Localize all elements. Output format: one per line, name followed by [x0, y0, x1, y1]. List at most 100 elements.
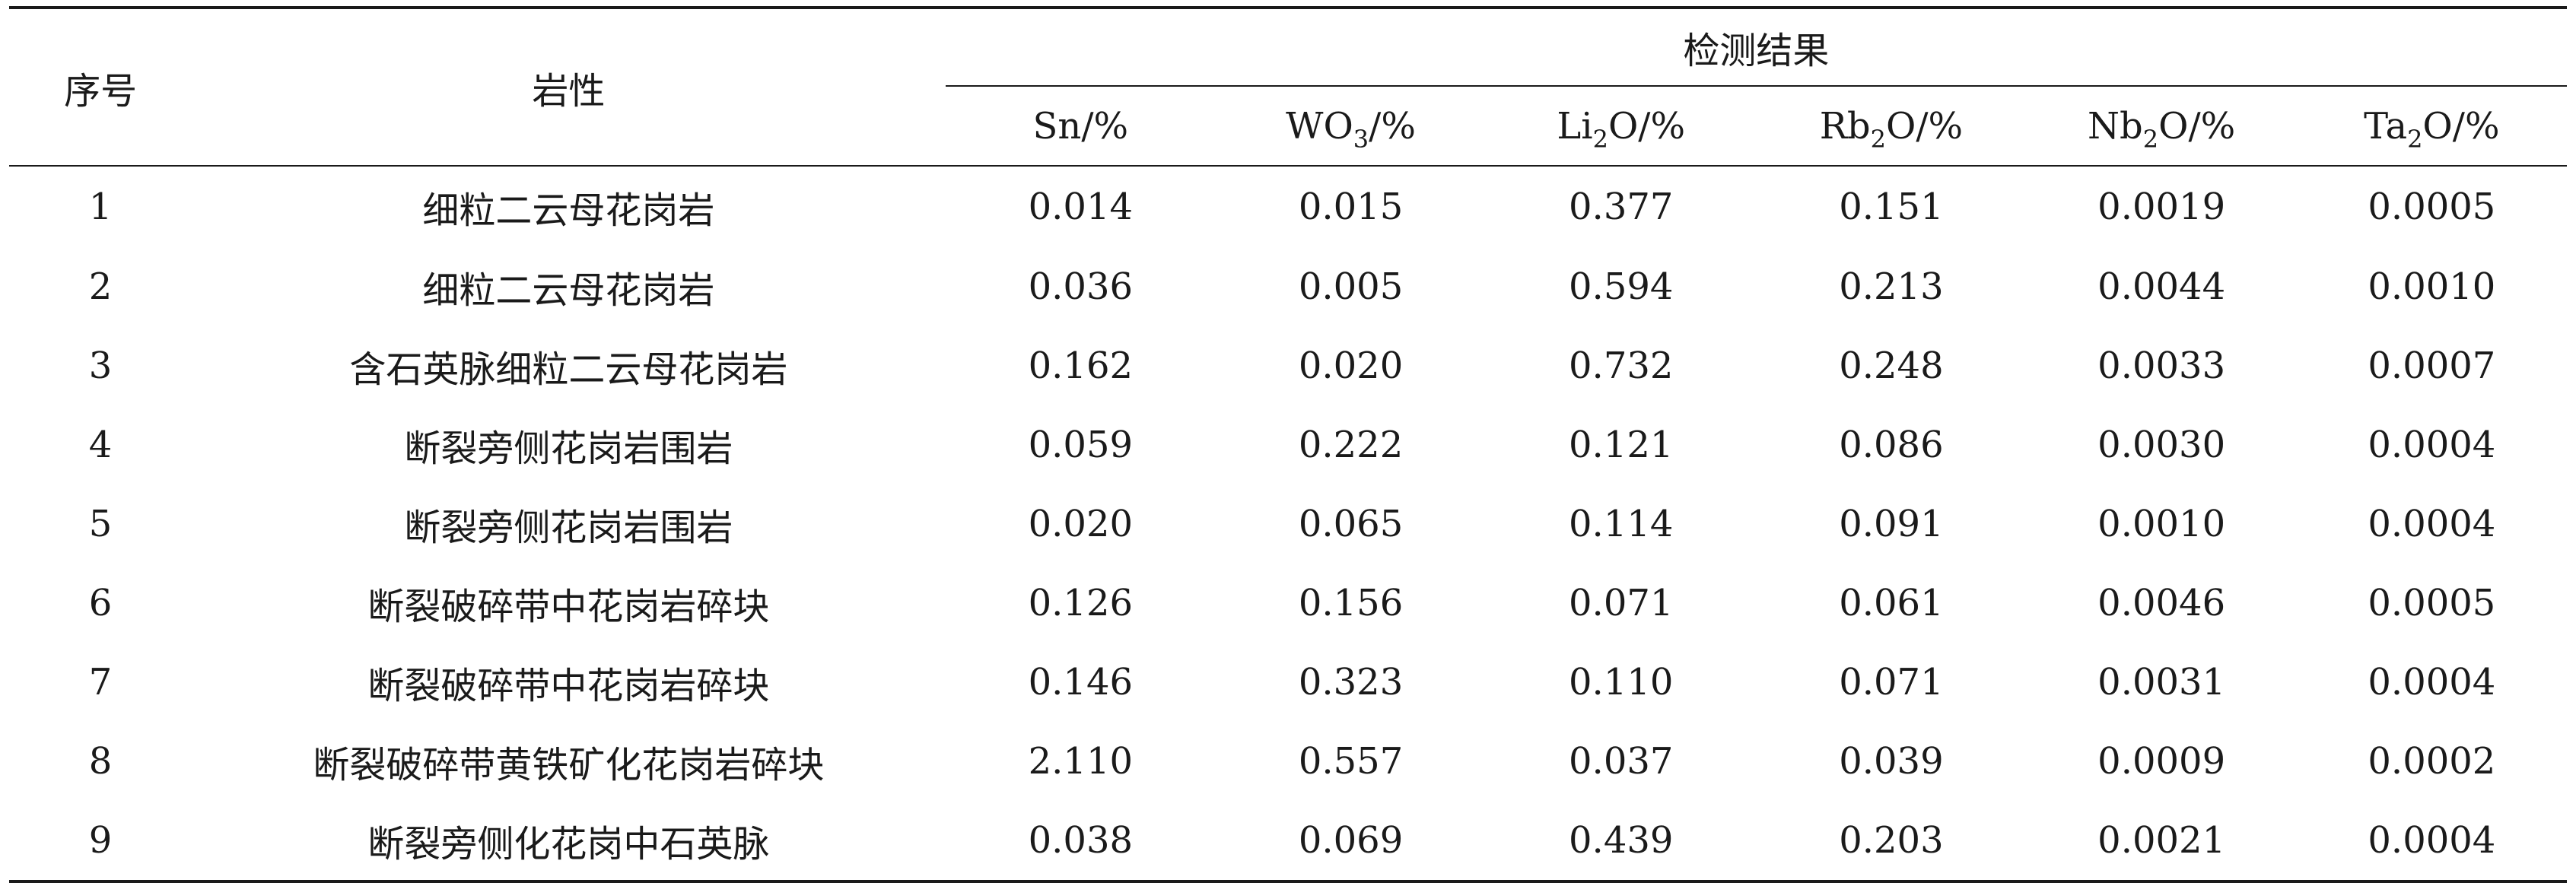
unit-subscript: 2	[1870, 124, 1886, 154]
row-value-0: 0.126	[1028, 582, 1134, 624]
header-unit-2: Li2O/%	[1486, 86, 1757, 167]
table-row: 9 断裂旁侧化花岗中石英脉 0.038 0.069 0.439 0.203 0.0021 0.…	[9, 801, 2567, 881]
row-rock-type: 细粒二云母花岗岩	[422, 189, 715, 232]
header-units-row: Sn/% WO3/% Li2O/% Rb2O/% Nb2O/% Ta2O/%	[9, 86, 2567, 167]
table-row: 2 细粒二云母花岗岩 0.036 0.005 0.594 0.213 0.0044 0.001…	[9, 247, 2567, 326]
unit-subscript: 2	[2142, 124, 2159, 154]
header-unit-4: Nb2O/%	[2026, 86, 2297, 167]
row-index: 5	[88, 503, 113, 545]
row-value-2: 0.110	[1569, 661, 1674, 704]
row-value-1: 0.020	[1298, 345, 1404, 387]
row-rock-type: 断裂旁侧花岗岩围岩	[404, 507, 733, 549]
row-value-5: 0.0007	[2368, 345, 2496, 387]
row-value-2: 0.114	[1569, 503, 1674, 545]
unit-subscript: 2	[2407, 124, 2423, 154]
row-value-1: 0.156	[1298, 582, 1404, 624]
row-value-4: 0.0030	[2097, 424, 2226, 466]
table-row: 1 细粒二云母花岗岩 0.014 0.015 0.377 0.151 0.0019 0.000…	[9, 166, 2567, 247]
row-value-1: 0.065	[1298, 503, 1404, 545]
header-unit-5: Ta2O/%	[2296, 86, 2567, 167]
row-index: 2	[88, 265, 113, 308]
unit-base: Sn	[1032, 104, 1082, 148]
row-value-0: 0.036	[1028, 265, 1134, 308]
table-row: 4 断裂旁侧花岗岩围岩 0.059 0.222 0.121 0.086 0.0030 0.00…	[9, 405, 2567, 484]
row-value-4: 0.0021	[2097, 819, 2226, 862]
row-value-1: 0.015	[1298, 186, 1404, 228]
row-rock-type: 断裂破碎带中花岗岩碎块	[367, 665, 770, 707]
row-value-2: 0.071	[1569, 582, 1674, 624]
row-index: 1	[88, 186, 113, 228]
row-value-2: 0.037	[1569, 740, 1674, 783]
row-value-5: 0.0005	[2368, 186, 2496, 228]
row-value-2: 0.732	[1569, 345, 1674, 387]
row-value-4: 0.0010	[2097, 503, 2226, 545]
row-value-3: 0.203	[1839, 819, 1944, 862]
table-row: 3 含石英脉细粒二云母花岗岩 0.162 0.020 0.732 0.248 0.0033 0…	[9, 326, 2567, 405]
row-value-3: 0.151	[1839, 186, 1944, 228]
row-value-4: 0.0033	[2097, 345, 2226, 387]
row-value-2: 0.439	[1569, 819, 1674, 862]
row-value-3: 0.061	[1839, 582, 1944, 624]
row-index: 3	[88, 345, 113, 387]
row-rock-type: 断裂破碎带黄铁矿化花岗岩碎块	[313, 744, 825, 786]
row-value-4: 0.0046	[2097, 582, 2226, 624]
table-header: 序号 岩性 检测结果 Sn/% WO3/% Li2O/% Rb2O/% Nb2O/% Ta…	[9, 6, 2567, 167]
row-index: 6	[88, 582, 113, 624]
row-index: 7	[88, 661, 113, 704]
row-value-3: 0.248	[1839, 345, 1944, 387]
row-value-0: 0.146	[1028, 661, 1134, 704]
row-value-4: 0.0019	[2097, 186, 2226, 228]
row-value-0: 0.020	[1028, 503, 1134, 545]
row-value-3: 0.086	[1839, 424, 1944, 466]
row-value-5: 0.0002	[2368, 740, 2496, 783]
row-rock-type: 断裂旁侧化花岗中石英脉	[367, 823, 770, 866]
row-value-3: 0.213	[1839, 265, 1944, 308]
header-test-results: 检测结果	[945, 6, 2567, 87]
table-row: 7 断裂破碎带中花岗岩碎块 0.146 0.323 0.110 0.071 0.0031 0.…	[9, 643, 2567, 722]
unit-suffix: O/%	[2158, 104, 2236, 148]
row-rock-type: 含石英脉细粒二云母花岗岩	[349, 348, 788, 391]
results-table-container: 序号 岩性 检测结果 Sn/% WO3/% Li2O/% Rb2O/% Nb2O/% Ta…	[9, 6, 2567, 883]
unit-subscript: 3	[1353, 124, 1369, 154]
row-value-0: 2.110	[1028, 740, 1134, 783]
header-unit-3: Rb2O/%	[1756, 86, 2027, 167]
row-value-0: 0.059	[1028, 424, 1134, 466]
row-value-5: 0.0005	[2368, 582, 2496, 624]
row-value-2: 0.121	[1569, 424, 1674, 466]
table-row: 6 断裂破碎带中花岗岩碎块 0.126 0.156 0.071 0.061 0.0046 0.…	[9, 564, 2567, 643]
row-rock-type: 断裂破碎带中花岗岩碎块	[367, 586, 770, 628]
unit-base: Ta	[2364, 104, 2408, 148]
table-body: 1 细粒二云母花岗岩 0.014 0.015 0.377 0.151 0.0019 0.000…	[9, 166, 2567, 881]
row-value-0: 0.014	[1028, 186, 1134, 228]
row-value-1: 0.557	[1298, 740, 1404, 783]
unit-suffix: O/%	[2422, 104, 2500, 148]
row-index: 8	[88, 740, 113, 783]
row-value-4: 0.0031	[2097, 661, 2226, 704]
header-rock-type: 岩性	[192, 6, 946, 167]
header-unit-0: Sn/%	[945, 86, 1216, 167]
unit-base: Li	[1557, 104, 1593, 148]
unit-suffix: O/%	[1885, 104, 1964, 148]
row-value-5: 0.0004	[2368, 503, 2496, 545]
row-value-3: 0.071	[1839, 661, 1944, 704]
row-value-0: 0.162	[1028, 345, 1134, 387]
row-value-0: 0.038	[1028, 819, 1134, 862]
table-row: 5 断裂旁侧花岗岩围岩 0.020 0.065 0.114 0.091 0.0010 0.00…	[9, 484, 2567, 564]
unit-suffix: /%	[1369, 104, 1416, 148]
row-value-4: 0.0044	[2097, 265, 2226, 308]
row-value-1: 0.323	[1298, 661, 1404, 704]
row-value-5: 0.0004	[2368, 661, 2496, 704]
unit-suffix: O/%	[1608, 104, 1686, 148]
unit-base: WO	[1286, 104, 1353, 148]
unit-base: Nb	[2088, 104, 2143, 148]
row-index: 9	[88, 819, 113, 862]
row-value-5: 0.0004	[2368, 424, 2496, 466]
row-value-4: 0.0009	[2097, 740, 2226, 783]
row-value-5: 0.0004	[2368, 819, 2496, 862]
row-value-1: 0.069	[1298, 819, 1404, 862]
row-value-1: 0.222	[1298, 424, 1404, 466]
row-value-5: 0.0010	[2368, 265, 2496, 308]
assay-results-table: 序号 岩性 检测结果 Sn/% WO3/% Li2O/% Rb2O/% Nb2O/% Ta…	[9, 6, 2567, 883]
row-value-3: 0.039	[1839, 740, 1944, 783]
row-rock-type: 断裂旁侧花岗岩围岩	[404, 427, 733, 470]
